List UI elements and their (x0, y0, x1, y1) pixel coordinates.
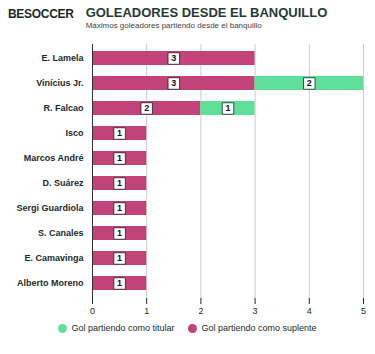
svg-text:0: 0 (90, 306, 95, 316)
svg-text:1: 1 (225, 103, 230, 113)
svg-text:1: 1 (117, 153, 122, 163)
html-text:BESOCCER: BESOCCER (8, 7, 74, 21)
svg-text:D. Suárez: D. Suárez (42, 178, 84, 188)
svg-text:1: 1 (117, 128, 122, 138)
html-text:GOLEADORES DESDE EL BANQUILLO: GOLEADORES DESDE EL BANQUILLO (85, 5, 328, 20)
svg-text:3: 3 (253, 306, 258, 316)
svg-text:4: 4 (307, 306, 312, 316)
svg-text:3: 3 (171, 78, 176, 88)
svg-text:1: 1 (144, 306, 149, 316)
svg-text:3: 3 (171, 53, 176, 63)
svg-text:5: 5 (361, 306, 366, 316)
svg-text:E. Lamela: E. Lamela (41, 53, 84, 63)
svg-text:2: 2 (307, 78, 312, 88)
svg-text:1: 1 (117, 203, 122, 213)
svg-text:1: 1 (117, 228, 122, 238)
svg-text:1: 1 (117, 278, 122, 288)
svg-text:Isco: Isco (65, 128, 84, 138)
html-text:Gol partiendo como suplente: Gol partiendo como suplente (201, 322, 317, 333)
svg-text:R. Falcao: R. Falcao (43, 103, 84, 113)
svg-text:Alberto Moreno: Alberto Moreno (17, 278, 84, 288)
svg-text:1: 1 (117, 178, 122, 188)
svg-text:Marcos André: Marcos André (24, 153, 84, 163)
svg-text:1: 1 (117, 253, 122, 263)
svg-text:Vinícius Jr.: Vinícius Jr. (36, 78, 83, 88)
svg-text:E. Camavinga: E. Camavinga (24, 253, 84, 263)
svg-text:2: 2 (144, 103, 149, 113)
html-text:Gol partiendo como titular: Gol partiendo como titular (71, 322, 175, 333)
svg-text:2: 2 (198, 306, 203, 316)
svg-text:S. Canales: S. Canales (38, 228, 84, 238)
html-text:Máximos goleadores partiendo d: Máximos goleadores partiendo desde el ba… (85, 21, 262, 30)
svg-text:Sergi Guardiola: Sergi Guardiola (16, 203, 84, 213)
